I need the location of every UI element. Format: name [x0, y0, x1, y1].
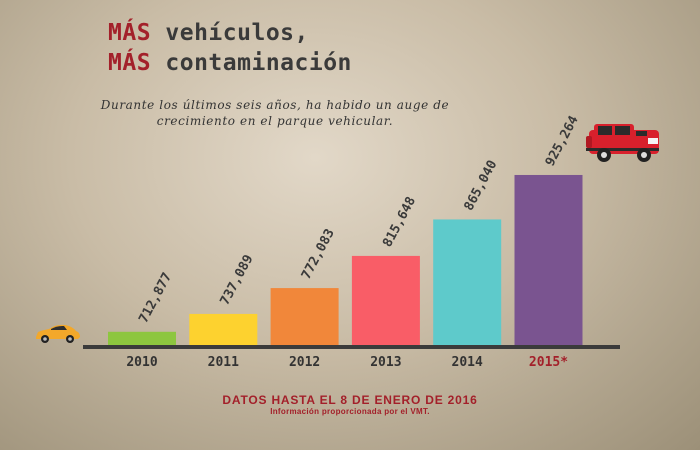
footer-source-date: DATOS HASTA EL 8 DE ENERO DE 2016: [222, 393, 478, 407]
x-tick-label-2012: 2012: [289, 355, 320, 370]
bar-2015: [514, 174, 583, 345]
value-label-2015: 925,264: [543, 113, 582, 169]
value-label-2011: 737,089: [218, 252, 257, 307]
x-tick-label-2014: 2014: [452, 355, 483, 370]
bar-2014: [433, 219, 502, 345]
small-yellow-car-icon: [36, 324, 80, 343]
value-label-2010: 712,877: [136, 270, 175, 325]
x-tick-label-2011: 2011: [208, 355, 239, 370]
x-axis-baseline: [83, 345, 620, 349]
title-line1-rest: vehículos,: [151, 20, 309, 46]
bar-2012: [270, 288, 339, 345]
bar-2013: [351, 255, 420, 345]
x-tick-label-2015: 2015*: [529, 355, 568, 370]
value-label-2014: 865,040: [461, 158, 500, 214]
value-label-2013: 815,648: [380, 194, 419, 250]
title-line1-accent: MÁS: [108, 20, 152, 46]
x-tick-label-2010: 2010: [126, 355, 157, 370]
footer-source-note: Información proporcionada por el VMT.: [270, 407, 430, 416]
title-line2-rest: contaminación: [151, 50, 352, 76]
bar-2010: [108, 331, 176, 345]
value-label-2012: 772,083: [299, 227, 338, 282]
chart-title: MÁS vehículos, MÁS contaminación: [108, 18, 352, 78]
x-tick-label-2013: 2013: [370, 355, 401, 370]
red-suv-icon: [586, 124, 659, 162]
bar-2011: [189, 313, 258, 345]
chart-subtitle: Durante los últimos seis años, ha habido…: [100, 98, 450, 128]
title-line2-accent: MÁS: [108, 50, 152, 76]
bars-layer: [108, 174, 583, 345]
